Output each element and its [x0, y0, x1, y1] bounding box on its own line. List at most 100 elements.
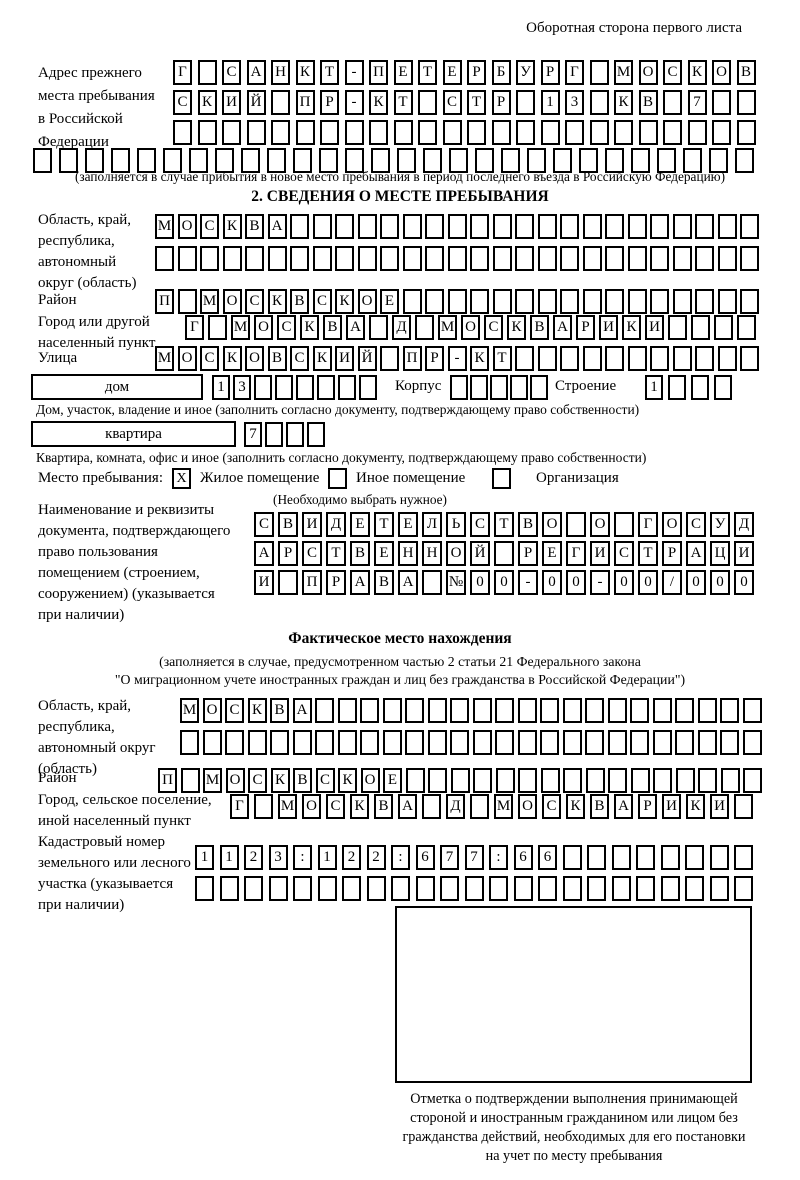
char-cell[interactable] [418, 120, 437, 145]
char-cell[interactable]: № [446, 570, 466, 595]
char-cell[interactable]: 0 [614, 570, 634, 595]
char-cell[interactable]: К [300, 315, 319, 340]
char-cell[interactable] [494, 541, 514, 566]
char-cell[interactable]: 7 [244, 422, 262, 447]
char-cell[interactable]: Г [638, 512, 658, 537]
char-cell[interactable]: А [614, 794, 633, 819]
char-cell[interactable]: С [484, 315, 503, 340]
char-cell[interactable]: А [292, 698, 312, 723]
char-cell[interactable] [225, 730, 244, 755]
char-cell[interactable] [538, 876, 557, 901]
char-cell[interactable] [278, 570, 298, 595]
char-cell[interactable] [470, 375, 488, 400]
char-cell[interactable] [222, 120, 241, 145]
char-cell[interactable] [422, 794, 441, 819]
char-cell[interactable]: 7 [464, 845, 484, 870]
char-cell[interactable] [657, 148, 676, 173]
char-cell[interactable] [589, 90, 609, 115]
char-cell[interactable]: Т [418, 60, 437, 85]
char-cell[interactable] [627, 346, 647, 371]
char-cell[interactable]: Е [442, 60, 462, 85]
char-cell[interactable] [668, 375, 686, 400]
char-cell[interactable]: П [402, 346, 422, 371]
char-cell[interactable] [734, 794, 753, 819]
char-cell[interactable]: В [374, 794, 393, 819]
char-cell[interactable] [560, 214, 579, 239]
char-cell[interactable] [292, 730, 312, 755]
char-cell[interactable]: О [360, 768, 380, 793]
char-cell[interactable] [344, 120, 364, 145]
char-cell[interactable]: 0 [686, 570, 706, 595]
char-cell[interactable]: С [245, 289, 264, 314]
char-cell[interactable] [360, 730, 379, 755]
char-cell[interactable] [709, 148, 728, 173]
char-cell[interactable] [663, 90, 682, 115]
char-cell[interactable] [202, 730, 222, 755]
char-cell[interactable]: С [200, 346, 219, 371]
char-cell[interactable]: 3 [268, 845, 288, 870]
char-cell[interactable]: - [344, 60, 364, 85]
char-cell[interactable]: 1 [212, 375, 230, 400]
char-cell[interactable]: К [247, 698, 267, 723]
char-cell[interactable] [714, 315, 733, 340]
char-cell[interactable] [540, 730, 559, 755]
char-cell[interactable] [180, 730, 199, 755]
char-cell[interactable]: О [222, 289, 242, 314]
char-cell[interactable] [582, 214, 602, 239]
char-cell[interactable] [428, 768, 447, 793]
char-cell[interactable] [177, 289, 197, 314]
char-cell[interactable] [425, 289, 444, 314]
char-cell[interactable]: / [662, 570, 682, 595]
char-cell[interactable]: Г [566, 541, 586, 566]
char-cell[interactable] [338, 375, 356, 400]
char-cell[interactable] [742, 730, 762, 755]
char-cell[interactable] [450, 768, 470, 793]
char-cell[interactable]: В [267, 346, 287, 371]
char-cell[interactable] [296, 375, 314, 400]
char-cell[interactable]: В [323, 315, 342, 340]
char-cell[interactable]: Й [357, 346, 377, 371]
char-cell[interactable] [695, 214, 714, 239]
char-cell[interactable] [197, 120, 217, 145]
char-cell[interactable] [653, 768, 672, 793]
char-cell[interactable] [685, 876, 704, 901]
char-cell[interactable] [369, 315, 388, 340]
char-cell[interactable]: Е [374, 541, 394, 566]
char-cell[interactable] [650, 246, 669, 271]
char-cell[interactable]: М [155, 214, 174, 239]
char-cell[interactable] [492, 246, 512, 271]
char-cell[interactable] [537, 246, 557, 271]
char-cell[interactable]: 3 [233, 375, 251, 400]
char-cell[interactable]: Д [446, 794, 465, 819]
char-cell[interactable] [415, 315, 434, 340]
char-cell[interactable] [675, 730, 694, 755]
char-cell[interactable] [111, 148, 130, 173]
char-cell[interactable] [137, 148, 156, 173]
char-cell[interactable] [540, 120, 560, 145]
char-cell[interactable]: Р [662, 541, 682, 566]
char-cell[interactable]: С [248, 768, 267, 793]
char-cell[interactable] [585, 768, 605, 793]
char-cell[interactable] [315, 730, 334, 755]
char-cell[interactable]: С [686, 512, 706, 537]
char-cell[interactable]: Р [320, 90, 339, 115]
char-cell[interactable]: П [369, 60, 388, 85]
char-cell[interactable]: В [270, 698, 289, 723]
char-cell[interactable]: Р [326, 570, 346, 595]
char-cell[interactable] [418, 90, 437, 115]
char-cell[interactable] [563, 768, 582, 793]
char-cell[interactable] [566, 512, 586, 537]
char-cell[interactable] [293, 876, 312, 901]
char-cell[interactable]: Е [383, 768, 402, 793]
char-cell[interactable]: Н [398, 541, 418, 566]
char-cell[interactable] [585, 698, 604, 723]
char-cell[interactable]: 3 [565, 90, 584, 115]
char-cell[interactable]: И [335, 346, 354, 371]
char-cell[interactable] [215, 148, 234, 173]
char-cell[interactable] [163, 148, 182, 173]
char-cell[interactable] [537, 346, 557, 371]
char-cell[interactable] [33, 148, 52, 173]
char-cell[interactable] [449, 148, 468, 173]
char-cell[interactable] [630, 730, 649, 755]
char-cell[interactable] [357, 246, 377, 271]
